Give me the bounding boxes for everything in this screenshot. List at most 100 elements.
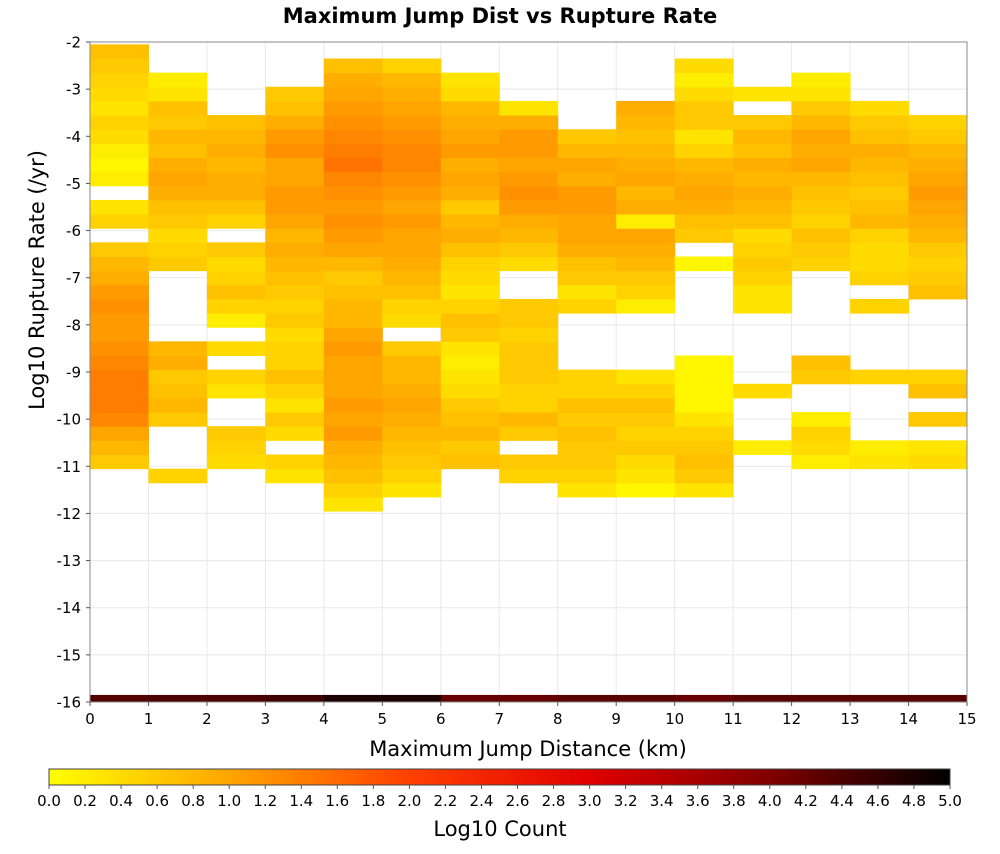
heat-cell-5-24 — [382, 143, 442, 158]
heat-cell-0-26 — [90, 86, 149, 102]
heat-cell-5-8 — [382, 369, 442, 385]
heat-cell-10-5 — [674, 412, 734, 427]
bottom-cell-13 — [850, 694, 910, 702]
heat-cell-8-8 — [557, 369, 617, 385]
heat-cell-0-7 — [90, 355, 149, 371]
y-tick-label-12: -14 — [57, 599, 82, 617]
heat-cell-7-22 — [499, 157, 559, 173]
heat-cell-4-1 — [323, 482, 383, 498]
heat-cell-9-8 — [616, 369, 676, 385]
heat-cell-0-13 — [90, 270, 149, 286]
heat-cell-4-9 — [323, 369, 383, 385]
heat-cell-12-27 — [791, 72, 851, 88]
heat-cell-7-20 — [499, 185, 559, 201]
heat-cell-1-18 — [148, 214, 208, 229]
heat-cell-5-23 — [382, 157, 442, 173]
heat-cell-8-6 — [557, 397, 617, 413]
heat-cell-6-5 — [440, 383, 500, 399]
heat-cell-14-24 — [908, 115, 968, 130]
y-tick-label-2: -4 — [66, 128, 81, 146]
heat-cell-6-26 — [440, 86, 500, 102]
y-tick-label-13: -15 — [57, 646, 82, 664]
heat-cell-4-27 — [323, 115, 383, 130]
heat-cell-6-22 — [440, 143, 500, 158]
heat-cell-7-1 — [499, 454, 559, 470]
heat-cell-6-14 — [440, 256, 500, 272]
heat-cell-1-27 — [148, 86, 208, 102]
heat-cell-11-22 — [733, 129, 793, 144]
heat-cell-0-27 — [90, 72, 149, 88]
heat-cell-3-19 — [265, 199, 325, 215]
x-tick-label-6: 6 — [436, 710, 446, 728]
heat-cell-9-2 — [616, 454, 676, 470]
colorbar-tick-label-4: 0.8 — [181, 792, 205, 810]
heat-cell-11-17 — [733, 199, 793, 215]
heat-cell-5-27 — [382, 100, 442, 116]
heat-cell-6-21 — [440, 157, 500, 173]
heat-cell-11-0 — [733, 440, 793, 455]
heat-cell-13-6 — [850, 369, 910, 385]
heat-cell-2-6 — [206, 369, 266, 385]
heat-cell-10-0 — [674, 482, 734, 498]
heat-cell-3-17 — [265, 228, 325, 243]
heat-cell-6-10 — [440, 313, 500, 328]
colorbar-tick-label-0: 0.0 — [37, 792, 61, 810]
heat-cell-1-0 — [148, 468, 208, 484]
heat-cell-2-8 — [206, 341, 266, 356]
heat-cell-4-14 — [323, 298, 383, 314]
heat-cell-3-13 — [265, 284, 325, 300]
heat-cell-1-8 — [148, 355, 208, 371]
heat-cell-9-1 — [616, 468, 676, 484]
x-tick-label-4: 4 — [319, 710, 329, 728]
heat-cell-0-29 — [90, 44, 149, 59]
heat-cell-8-0 — [557, 482, 617, 498]
heat-cell-6-27 — [440, 72, 500, 88]
heat-cell-9-4 — [616, 426, 676, 441]
bottom-cell-14 — [908, 694, 968, 702]
heat-cell-11-21 — [733, 143, 793, 158]
heat-cell-5-13 — [382, 298, 442, 314]
heat-cell-10-20 — [674, 199, 734, 215]
heat-cell-6-3 — [440, 412, 500, 427]
heat-cell-8-2 — [557, 454, 617, 470]
heat-cell-13-17 — [850, 214, 910, 229]
heat-cell-3-21 — [265, 171, 325, 187]
heat-cell-6-1 — [440, 440, 500, 455]
heat-cell-8-4 — [557, 426, 617, 441]
heat-cell-0-18 — [90, 199, 149, 215]
heat-cell-2-20 — [206, 171, 266, 187]
y-tick-label-0: -2 — [66, 34, 81, 52]
colorbar-tick-label-5: 1.0 — [217, 792, 241, 810]
heat-cell-3-10 — [265, 327, 325, 342]
heat-cell-6-25 — [440, 100, 500, 116]
heat-cell-5-5 — [382, 412, 442, 427]
heat-cell-3-22 — [265, 157, 325, 173]
colorbar-label: Log10 Count — [433, 817, 566, 841]
heat-cell-0-3 — [90, 412, 149, 427]
y-tick-label-14: -16 — [57, 694, 82, 712]
heat-cell-10-24 — [674, 143, 734, 158]
colorbar-tick-label-14: 2.8 — [542, 792, 566, 810]
heat-cell-1-16 — [148, 242, 208, 257]
heat-cell-10-23 — [674, 157, 734, 173]
heat-cell-6-19 — [440, 185, 500, 201]
heat-cell-4-4 — [323, 440, 383, 455]
heat-cell-1-28 — [148, 72, 208, 88]
heat-cell-9-22 — [616, 171, 676, 187]
colorbar-tick-label-25: 5.0 — [938, 792, 962, 810]
colorbar-tick-label-8: 1.6 — [325, 792, 349, 810]
heat-cell-2-23 — [206, 129, 266, 144]
heat-cell-9-6 — [616, 397, 676, 413]
colorbar-tick-label-22: 4.4 — [830, 792, 854, 810]
heat-cell-3-11 — [265, 313, 325, 328]
heat-cell-11-14 — [733, 242, 793, 257]
heat-cell-10-28 — [674, 86, 734, 102]
heat-cell-5-10 — [382, 341, 442, 356]
heat-cell-5-12 — [382, 313, 442, 328]
heat-cell-10-30 — [674, 58, 734, 74]
heat-cell-13-21 — [850, 157, 910, 173]
heat-cell-11-13 — [733, 256, 793, 272]
heat-cell-10-4 — [674, 426, 734, 441]
heat-cell-10-8 — [674, 369, 734, 385]
